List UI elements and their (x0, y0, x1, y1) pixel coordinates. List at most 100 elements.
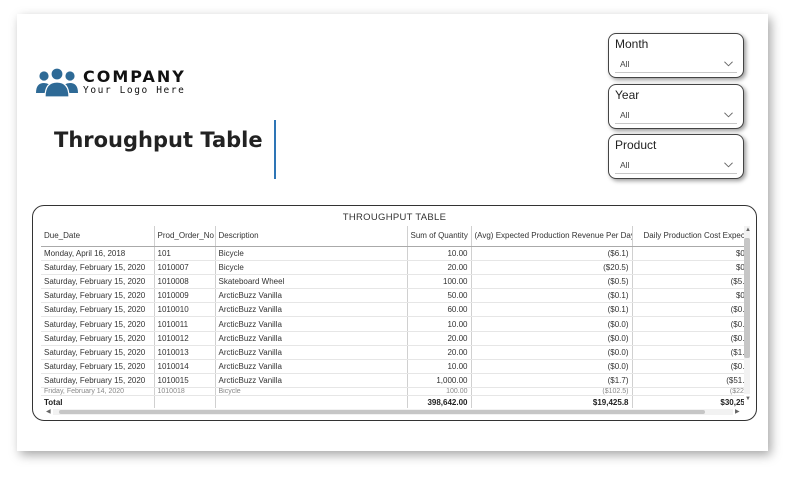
product-dropdown-value: All (620, 159, 630, 170)
table-row[interactable]: Saturday, February 15, 2020 1010014 Arct… (41, 359, 744, 375)
cell-description: ArcticBuzz Vanilla (214, 316, 407, 332)
table-row[interactable]: Monday, April 16, 2018 101 Bicycle 10.00… (41, 246, 744, 261)
table-grid[interactable]: Due_Date Prod_Order_No Description Sum o… (41, 226, 744, 409)
total-empty-cell (153, 395, 215, 408)
table-row[interactable]: Saturday, February 15, 2020 1010008 Skat… (41, 274, 744, 290)
cell-revenue: ($0.0) (470, 316, 632, 332)
table-row[interactable]: Saturday, February 15, 2020 1010013 Arct… (41, 345, 744, 361)
total-quantity: 398,642.00 (406, 395, 471, 408)
table-row[interactable]: Saturday, February 15, 2020 1010009 Arct… (41, 288, 744, 304)
users-group-icon (36, 67, 78, 98)
cell-description: ArcticBuzz Vanilla (214, 331, 407, 346)
product-slicer-title: Product (615, 138, 657, 152)
column-header-description[interactable]: Description (214, 226, 407, 247)
column-header-due-date[interactable]: Due_Date (41, 226, 154, 247)
product-slicer: Product All (608, 134, 744, 179)
cell-description: ArcticBuzz Vanilla (214, 373, 407, 389)
cell-revenue: ($20.5) (470, 260, 632, 275)
table-row[interactable]: Saturday, February 15, 2020 1010015 Arct… (41, 373, 744, 389)
vertical-scrollbar-thumb[interactable] (744, 238, 750, 358)
cell-prod-order-no: 1010013 (153, 345, 215, 361)
column-header-prod-order-no[interactable]: Prod_Order_No (153, 226, 215, 247)
cell-quantity: 100.00 (406, 274, 471, 290)
cell-due-date: Saturday, February 15, 2020 (41, 345, 154, 361)
cell-quantity: 10.00 (406, 246, 471, 261)
cell-description: Bicycle (214, 246, 407, 261)
cell-revenue: ($0.0) (470, 345, 632, 361)
cell-revenue: ($0.1) (470, 288, 632, 304)
cell-prod-order-no: 1010012 (153, 331, 215, 346)
cell-due-date: Saturday, February 15, 2020 (41, 316, 154, 332)
cell-quantity: 100.00 (406, 387, 471, 397)
chevron-down-icon (724, 111, 733, 117)
cell-prod-order-no: 1010018 (153, 387, 215, 397)
cell-cost: ($1.06) (631, 345, 744, 361)
logo-tagline: Your Logo Here (83, 84, 186, 96)
table-title: THROUGHPUT TABLE (342, 212, 447, 223)
cell-prod-order-no: 1010015 (153, 373, 215, 389)
cell-cost: ($5.74) (631, 274, 744, 290)
column-header-daily-cost[interactable]: Daily Production Cost Expected (631, 226, 744, 247)
cell-due-date: Saturday, February 15, 2020 (41, 373, 154, 389)
month-slicer: Month All (608, 33, 744, 78)
cell-due-date: Saturday, February 15, 2020 (41, 288, 154, 304)
cell-prod-order-no: 1010009 (153, 288, 215, 304)
year-dropdown[interactable]: All (615, 106, 737, 124)
cell-description: ArcticBuzz Vanilla (214, 359, 407, 375)
horizontal-scrollbar-thumb[interactable] (59, 410, 705, 414)
table-row-partial[interactable]: Friday, February 14, 2020 1010018 Bicycl… (41, 387, 744, 397)
cell-prod-order-no: 1010010 (153, 302, 215, 318)
year-dropdown-value: All (620, 109, 630, 120)
cell-description: ArcticBuzz Vanilla (214, 302, 407, 318)
scroll-down-icon[interactable]: ▼ (745, 396, 751, 402)
column-header-sum-of-quantity[interactable]: Sum of Quantity (406, 226, 471, 247)
page-title: Throughput Table (54, 128, 263, 152)
cell-cost: ($22.01) (631, 387, 744, 397)
year-slicer: Year All (608, 84, 744, 129)
total-cost: $30,257.8 (631, 395, 744, 408)
cell-quantity: 10.00 (406, 316, 471, 332)
cell-prod-order-no: 1010007 (153, 260, 215, 275)
total-revenue: $19,425.8 (470, 395, 632, 408)
cell-prod-order-no: 1010008 (153, 274, 215, 290)
scroll-up-icon[interactable]: ▲ (745, 227, 751, 233)
cell-description: Skateboard Wheel (214, 274, 407, 290)
cell-description: ArcticBuzz Vanilla (214, 345, 407, 361)
cell-description: ArcticBuzz Vanilla (214, 288, 407, 304)
month-slicer-title: Month (615, 37, 649, 51)
scroll-left-icon[interactable]: ◀ (46, 409, 51, 415)
product-dropdown[interactable]: All (615, 156, 737, 174)
throughput-table-visual: THROUGHPUT TABLE Due_Date Prod_Order_No … (32, 205, 757, 421)
table-row[interactable]: Saturday, February 15, 2020 1010012 Arct… (41, 331, 744, 346)
cell-revenue: ($0.0) (470, 331, 632, 346)
total-label: Total (41, 395, 154, 408)
cell-quantity: 50.00 (406, 288, 471, 304)
table-row[interactable]: Saturday, February 15, 2020 1010010 Arct… (41, 302, 744, 318)
table-row[interactable]: Saturday, February 15, 2020 1010011 Arct… (41, 316, 744, 332)
table-row[interactable]: Saturday, February 15, 2020 1010007 Bicy… (41, 260, 744, 275)
chevron-down-icon (724, 60, 733, 66)
throughput-table: Due_Date Prod_Order_No Description Sum o… (41, 226, 744, 408)
cell-prod-order-no: 1010014 (153, 359, 215, 375)
cell-revenue: ($0.1) (470, 302, 632, 318)
month-dropdown[interactable]: All (615, 55, 737, 73)
company-logo: COMPANY Your Logo Here (35, 66, 186, 98)
logo-company-name: COMPANY (83, 66, 186, 86)
cell-due-date: Friday, February 14, 2020 (41, 387, 154, 397)
cell-cost: $0.00 (631, 246, 744, 261)
cell-quantity: 1,000.00 (406, 373, 471, 389)
cell-prod-order-no: 101 (153, 246, 215, 261)
cell-due-date: Saturday, February 15, 2020 (41, 260, 154, 275)
cell-cost: ($0.52) (631, 302, 744, 318)
cell-quantity: 10.00 (406, 359, 471, 375)
cell-cost: $0.00 (631, 288, 744, 304)
report-canvas: COMPANY Your Logo Here Throughput Table … (17, 14, 768, 451)
year-slicer-title: Year (615, 88, 640, 102)
cell-quantity: 20.00 (406, 345, 471, 361)
cell-description: Bicycle (214, 260, 407, 275)
scroll-right-icon[interactable]: ▶ (735, 409, 740, 415)
cell-due-date: Monday, April 16, 2018 (41, 246, 154, 261)
cell-cost: $0.00 (631, 260, 744, 275)
column-header-expected-revenue[interactable]: (Avg) Expected Production Revenue Per Da… (470, 226, 632, 247)
cell-cost: ($0.57) (631, 359, 744, 375)
